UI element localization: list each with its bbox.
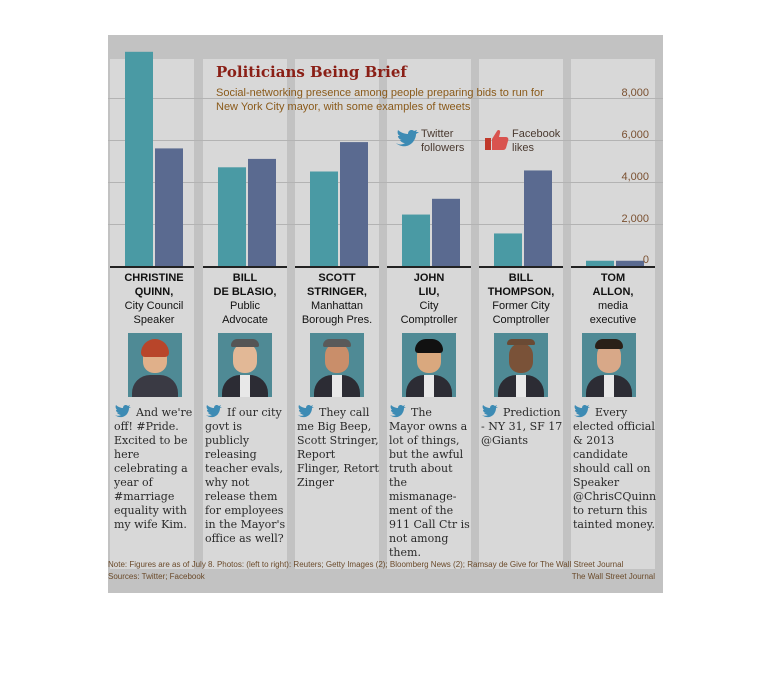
bar-twitter-3 bbox=[402, 214, 430, 266]
legend-facebook-line2: likes bbox=[512, 142, 535, 154]
sources-text: Sources: Twitter; Facebook bbox=[108, 572, 205, 581]
gridline bbox=[108, 98, 663, 99]
legend-twitter-line2: followers bbox=[421, 142, 465, 154]
baseline bbox=[110, 266, 194, 268]
role-line: Borough Pres. bbox=[301, 314, 373, 326]
role-line: media bbox=[598, 300, 628, 312]
baseline bbox=[571, 266, 655, 268]
role-line: Public bbox=[230, 300, 260, 312]
footnote: Note: Figures are as of July 8. Photos: … bbox=[108, 559, 623, 583]
tweet-deblasio: If our city govt is publicly releasing t… bbox=[205, 405, 287, 546]
publisher-credit: The Wall Street Journal bbox=[571, 572, 655, 581]
legend-twitter-line1: Twitter bbox=[421, 128, 454, 140]
name-line: CHRISTINE bbox=[124, 272, 184, 284]
bar-twitter-1 bbox=[218, 167, 246, 266]
column-bg bbox=[571, 59, 655, 569]
name-line: QUINN, bbox=[134, 286, 174, 298]
person-name-quinn: CHRISTINE QUINN, City Council Speaker bbox=[112, 271, 196, 327]
name-line: LIU, bbox=[418, 286, 440, 298]
twitter-bird-icon bbox=[390, 405, 406, 418]
twitter-bird-icon bbox=[298, 405, 314, 418]
tweet-thompson: Prediction - NY 31, SF 17 @Giants bbox=[481, 405, 563, 448]
portrait-allon bbox=[582, 333, 636, 397]
name-line: DE BLASIO, bbox=[213, 286, 277, 298]
bar-chart bbox=[125, 51, 644, 266]
tweet-liu: The Mayor owns a lot of things, but the … bbox=[389, 405, 471, 560]
role-line: Former City bbox=[492, 300, 550, 312]
gridline bbox=[108, 140, 663, 141]
bar-twitter-5 bbox=[586, 260, 614, 266]
person-name-allon: TOM ALLON, media executive bbox=[571, 271, 655, 327]
name-line: TOM bbox=[600, 272, 626, 284]
portrait-liu bbox=[402, 333, 456, 397]
role-line: Speaker bbox=[133, 314, 175, 326]
name-line: BILL bbox=[232, 272, 258, 284]
person-name-thompson: BILL THOMPSON, Former City Comptroller bbox=[479, 271, 563, 327]
footnote-text: Note: Figures are as of July 8. Photos: … bbox=[108, 560, 624, 569]
tweet-text: Prediction - NY 31, SF 17 @Giants bbox=[481, 406, 563, 447]
name-line: SCOTT bbox=[318, 272, 356, 284]
infographic-panel: Politicians Being Brief Social-networkin… bbox=[108, 35, 663, 593]
person-name-liu: JOHN LIU, City Comptroller bbox=[387, 271, 471, 327]
portrait-deblasio bbox=[218, 333, 272, 397]
twitter-bird-icon bbox=[482, 405, 498, 418]
tweet-stringer: They call me Big Beep, Scott Stringer, R… bbox=[297, 405, 379, 490]
tweet-allon: Every elected official & 2013 candidate … bbox=[573, 405, 657, 532]
column-bg bbox=[387, 59, 471, 569]
bar-facebook-2 bbox=[340, 142, 368, 266]
twitter-bird-icon bbox=[115, 405, 131, 418]
role-line: Advocate bbox=[222, 314, 268, 326]
role-line: Comptroller bbox=[492, 314, 550, 326]
tweet-text: The Mayor owns a lot of things, but the … bbox=[389, 406, 470, 559]
bar-facebook-0 bbox=[155, 148, 183, 266]
portrait-quinn bbox=[128, 333, 182, 397]
name-line: ALLON, bbox=[592, 286, 634, 298]
bar-facebook-1 bbox=[248, 158, 276, 266]
y-tick-label: 8,000 bbox=[621, 87, 649, 99]
tweet-quinn: And we're off! #Pride. Excited to be her… bbox=[114, 405, 196, 532]
column-bg bbox=[203, 59, 287, 569]
y-tick-label: 4,000 bbox=[621, 171, 649, 183]
person-name-deblasio: BILL DE BLASIO, Public Advocate bbox=[203, 271, 287, 327]
person-name-stringer: SCOTT STRINGER, Manhattan Borough Pres. bbox=[295, 271, 379, 327]
bar-facebook-3 bbox=[432, 198, 460, 266]
baseline bbox=[203, 266, 287, 268]
y-tick-label: 0 bbox=[642, 254, 649, 266]
legend-facebook-line1: Facebook bbox=[512, 128, 561, 140]
bar-twitter-2 bbox=[310, 171, 338, 266]
portrait-thompson bbox=[494, 333, 548, 397]
role-line: City bbox=[419, 300, 439, 312]
thumbs-up-icon bbox=[485, 129, 509, 150]
chart-title: Politicians Being Brief bbox=[216, 63, 407, 81]
portrait-stringer bbox=[310, 333, 364, 397]
gridline bbox=[108, 224, 663, 225]
tweet-text: If our city govt is publicly releasing t… bbox=[205, 406, 286, 545]
bar-facebook-5 bbox=[616, 260, 644, 266]
y-tick-label: 6,000 bbox=[621, 129, 649, 141]
name-line: BILL bbox=[508, 272, 534, 284]
role-line: Comptroller bbox=[400, 314, 458, 326]
bar-facebook-4 bbox=[524, 170, 552, 266]
chart-subtitle: Social-networking presence among people … bbox=[216, 87, 544, 113]
baseline bbox=[295, 266, 379, 268]
twitter-bird-icon bbox=[396, 130, 419, 147]
baseline bbox=[479, 266, 563, 268]
role-line: Manhattan bbox=[311, 300, 363, 312]
baseline bbox=[387, 266, 471, 268]
gridline bbox=[108, 182, 663, 183]
twitter-bird-icon bbox=[574, 405, 590, 418]
y-tick-label: 2,000 bbox=[621, 213, 649, 225]
role-line: City Council bbox=[124, 300, 184, 312]
bar-twitter-0 bbox=[125, 51, 153, 266]
name-line: JOHN bbox=[413, 272, 445, 284]
tweet-text: They call me Big Beep, Scott Stringer, R… bbox=[297, 406, 379, 489]
bar-twitter-4 bbox=[494, 233, 522, 266]
name-line: THOMPSON, bbox=[487, 286, 555, 298]
tweet-text: Every elected official & 2013 candidate … bbox=[573, 406, 657, 531]
role-line: executive bbox=[589, 314, 637, 326]
twitter-bird-icon bbox=[206, 405, 222, 418]
name-line: STRINGER, bbox=[307, 286, 367, 298]
tweet-text: And we're off! #Pride. Excited to be her… bbox=[114, 406, 193, 531]
